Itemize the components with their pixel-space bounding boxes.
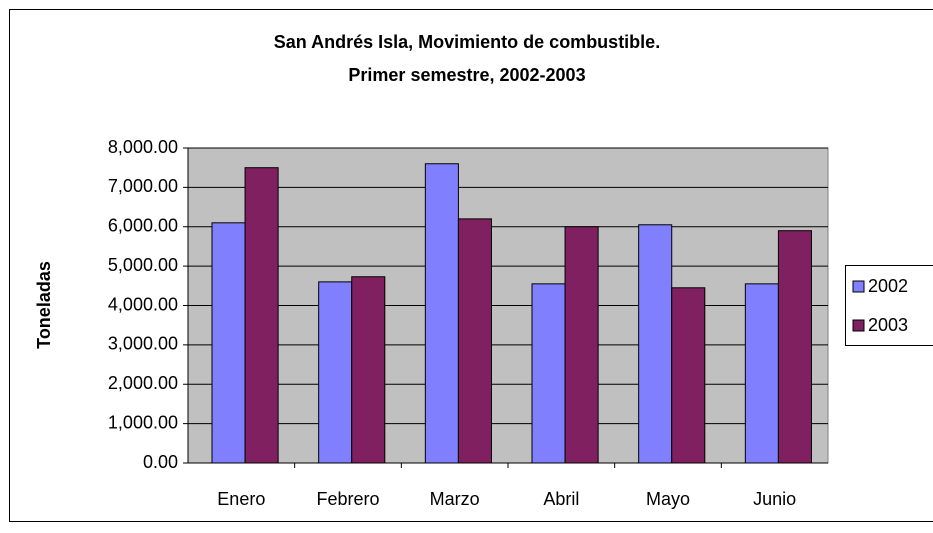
x-tick-label: Febrero (316, 489, 379, 509)
legend-swatch (852, 319, 865, 332)
x-tick-label: Mayo (646, 489, 690, 509)
bar (671, 287, 706, 464)
y-tick-label: 1,000.00 (108, 412, 178, 432)
y-tick-label: 6,000.00 (108, 216, 178, 236)
bar (457, 218, 492, 464)
bar (638, 224, 673, 464)
x-tick-label: Junio (753, 489, 796, 509)
legend-box (845, 265, 933, 346)
y-tick-label: 2,000.00 (108, 373, 178, 393)
legend-swatch (852, 280, 865, 293)
y-tick-label: 3,000.00 (108, 334, 178, 354)
y-axis-label: Toneladas (34, 261, 54, 349)
y-tick-label: 7,000.00 (108, 176, 178, 196)
bar (318, 281, 353, 464)
legend-label: 2002 (868, 276, 908, 296)
bar (531, 283, 566, 464)
x-tick-label: Abril (543, 489, 579, 509)
bar (744, 283, 779, 464)
bar (351, 276, 386, 464)
y-tick-label: 4,000.00 (108, 294, 178, 314)
chart-subtitle: Primer semestre, 2002-2003 (348, 65, 585, 85)
y-tick-label: 5,000.00 (108, 255, 178, 275)
bar (211, 222, 246, 464)
bar (564, 226, 599, 464)
bar (777, 230, 812, 464)
y-tick-label: 0.00 (143, 452, 178, 472)
legend-label: 2003 (868, 315, 908, 335)
x-tick-label: Enero (217, 489, 265, 509)
bar (424, 163, 459, 464)
y-tick-label: 8,000.00 (108, 137, 178, 157)
bar (244, 167, 279, 464)
x-tick-label: Marzo (430, 489, 480, 509)
chart-title: San Andrés Isla, Movimiento de combustib… (274, 32, 660, 52)
